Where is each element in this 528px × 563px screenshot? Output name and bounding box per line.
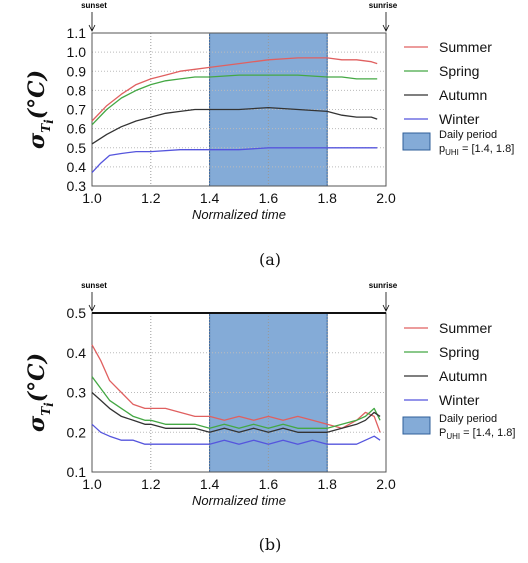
panel-a-y-axis-label: σTi(°C): [24, 70, 56, 149]
panel-b-xtick-label-1: 1.2: [141, 476, 161, 492]
panel-a-xtick-label-5: 2.0: [376, 190, 396, 206]
panel-a-series-winter-line: [91, 147, 378, 174]
panel-b-ytick-label-1: 0.2: [67, 424, 87, 440]
panel-b-marker-sunrise-arrow-icon: [382, 304, 390, 312]
panel-b-legend-label-puhi: PUHI = [1.4, 1.8]: [439, 427, 515, 441]
panel-b-ytick-label-0: 0.1: [67, 464, 87, 480]
panel-a-x-axis-label: Normalized time: [192, 207, 286, 222]
panel-a-xtick-label-4: 1.8: [317, 190, 337, 206]
panel-a-marker-sunrise-arrow-icon: [382, 24, 390, 32]
panel-b-ytick-label-2: 0.3: [67, 385, 87, 401]
panel-b-xtick-label-2: 1.4: [200, 476, 220, 492]
panel-a-legend-label-daily-period: Daily period: [439, 129, 497, 141]
panel-a-xtick-label-1: 1.2: [141, 190, 161, 206]
panel-a-ytick-label-3: 0.6: [67, 121, 87, 137]
panel-b-xtick-label-4: 1.8: [317, 476, 337, 492]
panel-a-ytick-label-2: 0.5: [67, 140, 87, 156]
panel-b-series-autumn-line: [91, 392, 381, 433]
panel-b-series-spring-line: [91, 376, 381, 429]
panel-a-legend-swatch-daily-period: [402, 132, 431, 151]
panel-a-legend-label-winter: Winter: [439, 111, 480, 127]
panel-b-x-axis-label: Normalized time: [192, 493, 286, 508]
panel-b-ytick-label-4: 0.5: [67, 305, 87, 321]
panel-a-plot-frame: [91, 32, 387, 187]
panel-a-marker-sunrise: sunrise: [369, 1, 398, 10]
panel-a-legend-label-puhi: pUHI = [1.4, 1.8]: [439, 143, 514, 157]
panel-a-caption: (a): [259, 250, 281, 269]
panel-b-ytick-label-3: 0.4: [67, 345, 87, 361]
panel-b-legend-label-daily-period: Daily period: [439, 413, 497, 425]
panel-a-series-spring-line: [91, 74, 378, 126]
panel-a-legend-label-autumn: Autumn: [439, 87, 487, 103]
panel-a-ytick-label-5: 0.8: [67, 82, 87, 98]
panel-b-marker-sunset: sunset: [81, 281, 107, 290]
panel-a-xtick-label-2: 1.4: [200, 190, 220, 206]
panel-a-ytick-label-0: 0.3: [67, 178, 87, 194]
panel-b-xtick-label-0: 1.0: [82, 476, 102, 492]
panel-a-xtick-label-3: 1.6: [259, 190, 279, 206]
panel-a-series-summer-line: [91, 57, 378, 122]
panel-b-y-axis-label: σTi(°C): [24, 353, 56, 432]
panel-a-ytick-label-6: 0.9: [67, 63, 87, 79]
panel-a-ytick-label-7: 1.0: [67, 44, 87, 60]
panel-b-marker-sunset-arrow-icon: [88, 304, 96, 312]
panel-b-xtick-label-5: 2.0: [376, 476, 396, 492]
panel-a-marker-sunset-arrow-icon: [88, 24, 96, 32]
panel-a-legend-label-summer: Summer: [439, 39, 492, 55]
panel-b-legend-label-winter: Winter: [439, 392, 480, 408]
panel-b-series-winter-line: [91, 423, 381, 445]
panel-b-caption: (b): [259, 535, 282, 554]
panel-b-legend-label-summer: Summer: [439, 320, 492, 336]
panel-a-series-autumn-line: [91, 106, 378, 145]
panel-a-ytick-label-4: 0.7: [67, 102, 87, 118]
panel-b-xtick-label-3: 1.6: [259, 476, 279, 492]
panel-a-xtick-label-0: 1.0: [82, 190, 102, 206]
panel-b-legend-swatch-daily-period: [402, 416, 431, 435]
panel-a-legend-label-spring: Spring: [439, 63, 479, 79]
panel-a-ytick-label-8: 1.1: [67, 25, 87, 41]
panel-b-legend-label-spring: Spring: [439, 344, 479, 360]
panel-a-ytick-label-1: 0.4: [67, 159, 87, 175]
panel-b-legend-label-autumn: Autumn: [439, 368, 487, 384]
panel-b-marker-sunrise: sunrise: [369, 281, 398, 290]
panel-a-marker-sunset: sunset: [81, 1, 107, 10]
